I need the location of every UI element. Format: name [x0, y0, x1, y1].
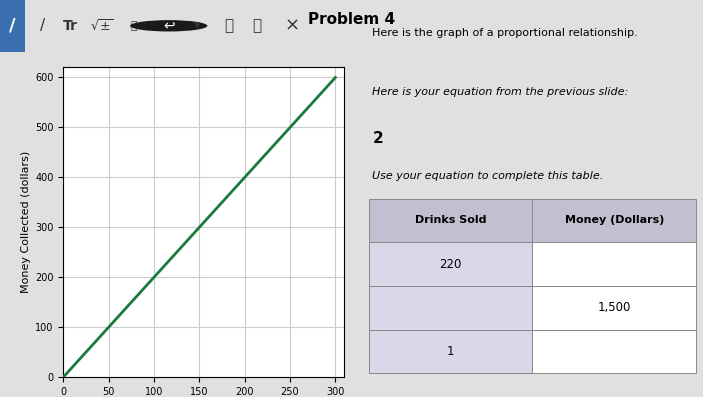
FancyBboxPatch shape — [532, 242, 696, 286]
FancyBboxPatch shape — [369, 198, 532, 242]
Text: /: / — [9, 17, 15, 35]
Text: 🔗: 🔗 — [130, 21, 137, 31]
Text: $\sqrt{\pm}$: $\sqrt{\pm}$ — [90, 18, 114, 33]
FancyBboxPatch shape — [369, 330, 532, 373]
Text: ↩: ↩ — [163, 19, 174, 33]
FancyBboxPatch shape — [369, 242, 532, 286]
Text: Here is the graph of a proportional relationship.: Here is the graph of a proportional rela… — [373, 28, 638, 38]
Text: Here is your equation from the previous slide:: Here is your equation from the previous … — [373, 87, 628, 97]
FancyBboxPatch shape — [532, 198, 696, 242]
Circle shape — [130, 20, 207, 31]
Text: 2: 2 — [373, 131, 383, 146]
Bar — [0, 0, 25, 52]
FancyBboxPatch shape — [532, 330, 696, 373]
Text: ⌢: ⌢ — [224, 18, 233, 33]
Text: Use your equation to complete this table.: Use your equation to complete this table… — [373, 171, 604, 181]
Text: ⌣: ⌣ — [252, 18, 261, 33]
Text: 1,500: 1,500 — [598, 301, 631, 314]
Text: Money (Dollars): Money (Dollars) — [565, 215, 664, 225]
Text: ×: × — [284, 17, 299, 35]
Text: 220: 220 — [439, 258, 462, 270]
FancyBboxPatch shape — [532, 286, 696, 330]
FancyBboxPatch shape — [369, 286, 532, 330]
Text: /: / — [39, 18, 45, 33]
Text: Problem 4: Problem 4 — [308, 12, 395, 27]
Text: Tr: Tr — [63, 19, 78, 33]
Y-axis label: Money Collected (dollars): Money Collected (dollars) — [21, 151, 31, 293]
Text: 1: 1 — [447, 345, 454, 358]
Text: Drinks Sold: Drinks Sold — [415, 215, 486, 225]
Text: ▾: ▾ — [194, 19, 200, 32]
